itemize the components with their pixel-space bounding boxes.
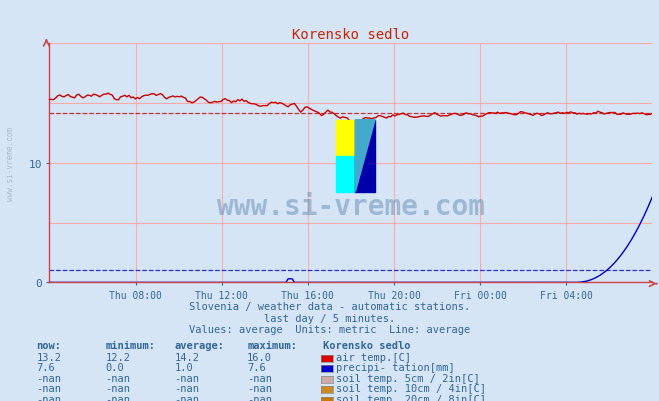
Text: minimum:: minimum: xyxy=(105,340,156,350)
Text: 1.0: 1.0 xyxy=(175,363,193,373)
Text: -nan: -nan xyxy=(175,373,200,383)
Text: air temp.[C]: air temp.[C] xyxy=(336,352,411,362)
Text: 7.6: 7.6 xyxy=(36,363,55,373)
Text: -nan: -nan xyxy=(175,394,200,401)
Text: soil temp. 10cm / 4in[C]: soil temp. 10cm / 4in[C] xyxy=(336,383,486,393)
Text: last day / 5 minutes.: last day / 5 minutes. xyxy=(264,313,395,323)
Text: -nan: -nan xyxy=(247,373,272,383)
Text: soil temp. 5cm / 2in[C]: soil temp. 5cm / 2in[C] xyxy=(336,373,480,383)
Polygon shape xyxy=(355,120,375,192)
Text: Slovenia / weather data - automatic stations.: Slovenia / weather data - automatic stat… xyxy=(189,302,470,312)
Text: -nan: -nan xyxy=(36,394,61,401)
Text: 16.0: 16.0 xyxy=(247,352,272,362)
Text: www.si-vreme.com: www.si-vreme.com xyxy=(217,192,485,220)
Bar xyxy=(336,120,355,156)
Text: precipi- tation[mm]: precipi- tation[mm] xyxy=(336,363,455,373)
Text: soil temp. 20cm / 8in[C]: soil temp. 20cm / 8in[C] xyxy=(336,394,486,401)
Title: Korensko sedlo: Korensko sedlo xyxy=(293,28,409,42)
Text: -nan: -nan xyxy=(36,383,61,393)
Text: -nan: -nan xyxy=(105,383,130,393)
Text: -nan: -nan xyxy=(175,383,200,393)
Text: -nan: -nan xyxy=(105,373,130,383)
Text: Values: average  Units: metric  Line: average: Values: average Units: metric Line: aver… xyxy=(189,324,470,334)
Text: 7.6: 7.6 xyxy=(247,363,266,373)
Text: 14.2: 14.2 xyxy=(175,352,200,362)
Text: maximum:: maximum: xyxy=(247,340,297,350)
Text: -nan: -nan xyxy=(36,373,61,383)
Text: now:: now: xyxy=(36,340,61,350)
Text: 0.0: 0.0 xyxy=(105,363,124,373)
Text: www.si-vreme.com: www.si-vreme.com xyxy=(6,126,14,200)
Text: Korensko sedlo: Korensko sedlo xyxy=(323,340,411,350)
Text: -nan: -nan xyxy=(105,394,130,401)
Text: average:: average: xyxy=(175,340,225,350)
Text: -nan: -nan xyxy=(247,383,272,393)
Text: -nan: -nan xyxy=(247,394,272,401)
Bar xyxy=(336,156,355,192)
Bar xyxy=(355,120,375,192)
Text: 13.2: 13.2 xyxy=(36,352,61,362)
Text: 12.2: 12.2 xyxy=(105,352,130,362)
